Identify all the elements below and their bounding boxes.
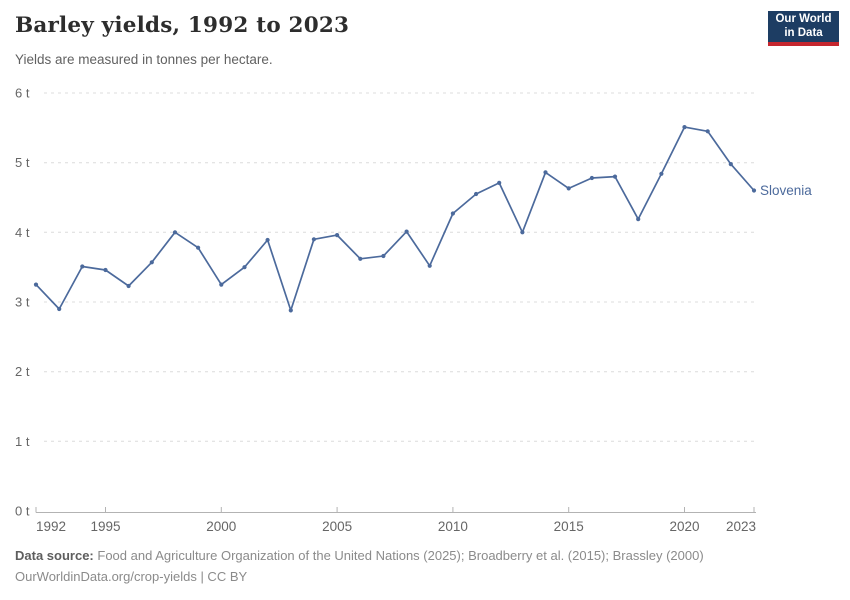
x-axis-tick-label: 2010 <box>438 519 468 534</box>
data-point <box>33 282 39 287</box>
x-axis-tick-label: 2023 <box>726 519 756 534</box>
y-axis-tick-label: 6 t <box>15 86 30 101</box>
data-point <box>335 233 340 238</box>
data-point <box>288 308 293 313</box>
data-point <box>520 230 525 235</box>
data-point <box>497 180 502 185</box>
data-point <box>659 171 664 176</box>
x-axis-tick-label: 2000 <box>206 519 236 534</box>
x-axis-tick-label: 1995 <box>90 519 120 534</box>
data-point <box>80 264 85 269</box>
data-point <box>172 230 178 235</box>
owid-logo-line1: Our World <box>775 13 832 25</box>
data-point <box>57 306 62 312</box>
data-point <box>728 162 733 167</box>
data-point <box>474 191 479 197</box>
series-label-slovenia: Slovenia <box>760 183 812 198</box>
owid-logo-line2: in Data <box>784 26 823 39</box>
y-axis-tick-label: 2 t <box>15 364 30 379</box>
data-source-line: Data source: Food and Agriculture Organi… <box>15 545 835 566</box>
data-point <box>381 253 386 259</box>
data-point <box>751 188 757 193</box>
data-point <box>103 267 108 273</box>
y-axis-tick-label: 3 t <box>15 295 30 310</box>
data-source-label: Data source: <box>15 548 94 563</box>
chart-subtitle: Yields are measured in tonnes per hectar… <box>15 52 273 67</box>
data-point <box>219 282 224 287</box>
series-line-slovenia <box>35 126 755 312</box>
data-point <box>149 260 154 265</box>
x-axis-tick-label: 2005 <box>322 519 352 534</box>
data-point <box>636 217 641 222</box>
chart-title: Barley yields, 1992 to 2023 <box>15 13 350 38</box>
data-point <box>543 170 548 175</box>
license-line: OurWorldinData.org/crop-yields | CC BY <box>15 569 248 584</box>
chart-footer: Data source: Food and Agriculture Organi… <box>15 545 835 587</box>
y-axis-tick-label: 0 t <box>15 504 30 519</box>
data-point <box>705 129 710 134</box>
data-point <box>682 125 687 130</box>
x-axis-tick-label: 1992 <box>36 519 66 534</box>
data-source-text: Food and Agriculture Organization of the… <box>97 548 704 563</box>
data-point <box>427 263 432 268</box>
y-axis-tick-label: 4 t <box>15 225 30 240</box>
data-point <box>242 265 247 270</box>
data-point <box>311 237 316 242</box>
data-point <box>126 283 131 289</box>
y-axis-tick-label: 1 t <box>15 434 30 449</box>
data-point <box>589 175 595 181</box>
x-axis-tick-label: 2020 <box>669 519 699 534</box>
y-axis-tick-label: 5 t <box>15 155 30 170</box>
owid-logo: Our World in Data <box>768 11 839 46</box>
data-point <box>450 211 455 216</box>
data-point <box>612 174 618 179</box>
x-axis-tick-label: 2015 <box>554 519 584 534</box>
data-point <box>566 186 571 191</box>
data-point <box>404 229 409 234</box>
data-point <box>196 245 201 250</box>
data-point <box>358 256 363 261</box>
data-point <box>265 237 270 243</box>
